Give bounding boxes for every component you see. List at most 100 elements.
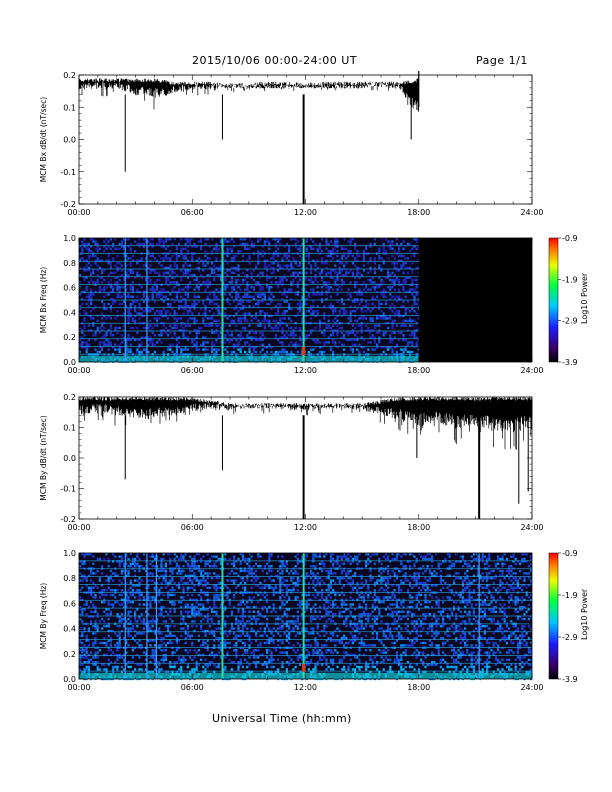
spectrogram-cell [259,271,262,274]
spectrogram-cell [167,245,170,248]
spectrogram-cell [94,651,97,654]
spectrogram-cell [345,257,348,260]
spectrogram-cell [305,336,308,339]
spectrogram-cell [180,665,183,669]
spectrogram-cell [178,288,181,291]
spectrogram-cell [156,242,159,246]
spectrogram-cell [226,300,229,303]
spectrogram-cell [362,288,365,291]
spectrogram-cell [296,274,299,277]
spectrogram-cell [204,336,207,339]
spectrogram-cell [228,324,231,327]
spectrogram-cell [250,314,253,318]
spectrogram-cell [217,319,220,322]
spectrogram-cell [138,245,141,248]
spectrogram-cell [400,314,403,318]
spectrogram-cell [127,589,130,592]
spectrogram-cell [123,300,126,303]
spectrogram-cell [336,329,339,332]
spectrogram-cell [151,338,154,342]
spectrogram-cell [208,625,211,628]
spectrogram-cell [266,238,269,241]
spectrogram-cell [116,269,119,272]
spectrogram-cell [103,314,106,318]
spectrogram-cell [356,331,359,334]
spectrogram-cell [208,257,211,260]
spectrogram-cell [129,314,132,318]
spectrogram-cell [343,348,346,351]
spectrogram-cell [268,346,271,349]
spectrogram-cell [336,293,339,296]
spectrogram-cell [307,254,310,258]
spectrogram-cell [195,276,198,279]
spectrogram-cell [272,639,275,642]
spectrogram-cell [334,264,337,267]
spectrogram-cell [393,250,396,253]
spectrogram-cell [314,242,317,246]
spectrogram-cell [373,266,376,270]
spectrogram-cell [140,336,143,339]
spectrogram-cell [246,665,249,669]
spectrogram-cell [237,334,240,337]
spectrogram-cell [398,250,401,253]
spectrogram-cell [259,238,262,241]
spectrogram-cell [186,240,189,243]
spectrogram-cell [134,574,137,577]
spectrogram-cell [362,281,365,284]
spectrogram-cell [373,341,376,344]
spectrogram-cell [184,271,187,274]
spectrogram-cell [329,250,332,253]
spectrogram-cell [118,302,121,306]
spectrogram-cell [279,586,282,589]
spectrogram-cell [125,651,128,654]
spectrogram-cell [272,605,275,609]
spectrogram-cell [255,562,258,565]
spectrogram-cell [281,569,284,573]
spectrogram-cell [195,336,198,339]
spectrogram-cell [338,286,341,289]
spectrogram-cell [274,336,277,339]
spectrogram-cell [109,569,112,573]
spectrogram-cell [323,312,326,315]
spectrogram-cell [83,649,86,652]
spectrogram-cell [336,288,339,291]
spectrogram-cell [237,584,240,587]
spectrogram-cell [173,553,176,556]
spectrogram-cell [134,617,137,621]
spectrogram-cell [235,293,238,296]
spectrogram-cell [191,593,194,597]
spectrogram-cell [92,271,95,274]
spectrogram-cell [230,257,233,260]
spectrogram-cell [281,278,284,282]
spectrogram-cell [252,649,255,652]
spectrogram-cell [145,663,148,666]
spectrogram-cell [140,565,143,568]
spectrogram-cell [413,298,416,301]
spectrogram-cell [259,634,262,637]
spectrogram-cell [215,560,218,563]
spectrogram-cell [345,271,348,274]
spectrogram-cell [252,331,255,334]
spectrogram-cell [197,584,200,587]
spectrogram-cell [316,286,319,289]
spectrogram-cell [318,346,321,349]
spectrogram-cell [96,625,99,628]
spectrogram-cell [217,336,220,339]
spectrogram-cell [281,331,284,334]
spectrogram-cell [382,250,385,253]
spectrogram-cell [169,617,172,621]
spectrogram-cell [191,658,194,661]
spectrogram-cell [92,293,95,296]
spectrogram-cell [402,305,405,308]
spectrogram-cell [219,269,222,272]
spectrogram-cell [239,577,242,580]
spectrogram-cell [263,242,266,246]
spectrogram-cell [283,336,286,339]
spectrogram-cell [147,613,150,616]
spectrogram-cell [145,264,148,267]
spectrogram-cell [158,334,161,337]
spectrogram-cell [85,343,88,346]
spectrogram-cell [184,553,187,556]
spectrogram-cell [219,586,222,589]
spectrogram-cell [116,276,119,279]
